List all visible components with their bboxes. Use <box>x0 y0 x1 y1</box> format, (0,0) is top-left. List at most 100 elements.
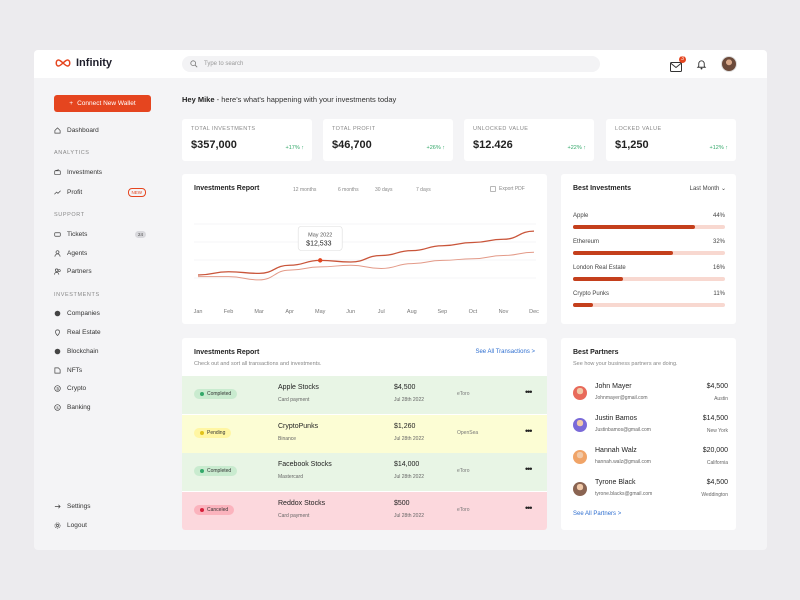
partner-email: Justinbamos@gmail.com <box>595 427 651 433</box>
home-icon <box>54 127 61 134</box>
top-bar: Infinity Type to search 3 <box>34 50 767 78</box>
sidebar-item-settings[interactable]: Settings <box>54 503 146 510</box>
status-dot <box>200 469 204 473</box>
search-bar[interactable]: Type to search <box>182 56 600 72</box>
table-row[interactable]: Completed Facebook Stocks Mastercard $14,00… <box>182 453 547 491</box>
section-investments: INVESTMENTS <box>54 292 100 298</box>
range-7-days[interactable]: 7 days <box>416 187 431 193</box>
partner-email: hannah.walz@gmail.com <box>595 459 651 465</box>
sidebar-item-nfts[interactable]: NFTs <box>54 367 146 374</box>
sidebar-item-blockchain[interactable]: Blockchain <box>54 348 146 355</box>
stat-value: $12.426 <box>473 139 513 151</box>
bar-track <box>573 277 725 281</box>
partner-amount: $4,500 <box>706 479 728 486</box>
more-options-icon[interactable]: ••• <box>525 502 533 513</box>
tooltip-label: May 2022 <box>308 232 332 238</box>
more-options-icon[interactable]: ••• <box>525 464 533 474</box>
period-dropdown[interactable]: Last Month ⌄ <box>689 186 726 192</box>
table-row[interactable]: Canceled Reddox Stocks Card payment $500 Jul… <box>182 491 547 530</box>
x-tick-label: Sep <box>437 309 447 315</box>
status-label: Pending <box>207 429 226 436</box>
transaction-amount: $500 <box>394 499 410 507</box>
sidebar-item-agents[interactable]: Agents <box>54 250 146 257</box>
greeting-text: - here's what's happening with your inve… <box>214 95 397 104</box>
sidebar-item-logout[interactable]: Logout <box>54 522 146 529</box>
partner-item[interactable]: Justin Bamos Justinbamos@gmail.com $14,500… <box>573 415 728 443</box>
logo[interactable]: Infinity <box>54 57 112 69</box>
sidebar-item-profit[interactable]: Profit NEW <box>54 188 146 197</box>
bell-icon[interactable] <box>696 59 707 70</box>
section-analytics: ANALYTICS <box>54 150 90 156</box>
partner-amount: $20,000 <box>702 447 728 454</box>
transaction-date: Jul 28th 2022 <box>394 474 425 480</box>
sidebar-item-investments[interactable]: Investments <box>54 169 146 176</box>
investments-line-chart: Jan Feb Mar Apr May Jun Jul Aug Sep Oct Nov Dec May… <box>194 223 539 315</box>
transaction-title: CryptoPunks <box>278 422 319 430</box>
see-all-transactions-link[interactable]: See All Transactions > <box>475 349 535 355</box>
sidebar-item-label: Dashboard <box>67 127 99 134</box>
status-badge: Completed <box>194 389 238 399</box>
nft-icon <box>54 367 61 374</box>
partner-item[interactable]: Hannah Walz hannah.walz@gmail.com $20,000 C… <box>573 447 728 475</box>
investment-pct: 11% <box>713 291 725 297</box>
settings-icon <box>54 504 61 509</box>
search-input[interactable]: Type to search <box>204 61 244 67</box>
partner-item[interactable]: Tyrone Black tyrone.blacks@gmail.com $4,50… <box>573 479 728 507</box>
best-investments-title: Best Investments <box>573 185 631 192</box>
more-options-icon[interactable]: ••• <box>525 425 533 436</box>
stat-label: TOTAL PROFIT <box>332 126 376 132</box>
range-6-months[interactable]: 6 months <box>338 187 359 193</box>
sidebar-item-tickets[interactable]: Tickets 24 <box>54 231 146 238</box>
document-icon <box>490 186 496 192</box>
investments-report-card: Investments Report Check out and sort al… <box>182 338 547 530</box>
see-all-partners-link[interactable]: See All Partners > <box>573 511 622 517</box>
connect-wallet-button[interactable]: + Connect New Wallet <box>54 95 151 112</box>
partner-name: Tyrone Black <box>595 479 636 486</box>
x-tick-label: Jun <box>346 309 355 315</box>
stat-label: TOTAL INVESTMENTS <box>191 126 256 132</box>
partner-item[interactable]: John Mayer Johnmayer@gmail.com $4,500 Austi… <box>573 383 728 411</box>
sidebar-item-label: Banking <box>67 404 91 411</box>
transaction-amount: $4,500 <box>394 384 416 391</box>
range-30-days[interactable]: 30 days <box>375 187 393 193</box>
status-label: Completed <box>207 391 232 397</box>
export-pdf-button[interactable]: Export PDF <box>490 186 525 192</box>
table-row[interactable]: Completed Apple Stocks Card payment $4,500 J… <box>182 376 547 414</box>
best-investment-row: Apple 44% <box>573 213 725 229</box>
status-dot <box>200 430 204 435</box>
table-row[interactable]: Pending CryptoPunks Binance $1,260 Jul 28th … <box>182 414 547 453</box>
new-badge: NEW <box>127 188 146 197</box>
more-options-icon[interactable]: ••• <box>525 387 533 397</box>
sidebar-item-companies[interactable]: Companies <box>54 310 146 317</box>
investment-name: London Real Estate <box>573 265 626 271</box>
sidebar-item-real-estate[interactable]: Real Estate <box>54 329 146 336</box>
trend-icon <box>54 190 61 195</box>
best-investments-card: Best Investments Last Month ⌄ Apple 44% … <box>561 174 736 324</box>
sidebar-item-partners[interactable]: Partners <box>54 268 146 275</box>
transaction-method: Binance <box>278 435 297 442</box>
range-12-months[interactable]: 12 months <box>293 187 317 193</box>
tooltip-point[interactable] <box>317 258 323 263</box>
sidebar-item-dashboard[interactable]: Dashboard <box>54 127 146 134</box>
sidebar-item-label: Tickets <box>67 231 88 238</box>
sidebar-item-banking[interactable]: $ Banking <box>54 404 146 411</box>
mail-button[interactable]: 3 <box>670 56 686 72</box>
stat-value: $357,000 <box>191 139 237 151</box>
stat-card-total-profit: TOTAL PROFIT $46,700 +26% ↑ <box>323 119 453 161</box>
partner-avatar <box>573 386 587 400</box>
sidebar-item-label: Crypto <box>67 385 87 392</box>
sidebar-item-label: Logout <box>67 522 87 529</box>
tooltip-value: $12,533 <box>306 240 331 247</box>
investments-chart-card: Investments Report 12 months 6 months 30… <box>182 174 547 324</box>
transaction-amount: $1,260 <box>394 422 416 430</box>
stat-label: UNLOCKED VALUE <box>473 126 529 132</box>
transaction-method: Card payment <box>278 512 310 519</box>
sidebar-item-label: Partners <box>67 268 92 275</box>
user-icon <box>54 250 61 257</box>
transaction-date: Jul 28th 2022 <box>394 512 425 519</box>
sidebar-item-crypto[interactable]: ₿ Crypto <box>54 385 146 392</box>
sidebar-item-label: Blockchain <box>67 348 99 355</box>
x-tick-label: Dec <box>529 309 539 315</box>
user-avatar[interactable] <box>721 56 737 72</box>
stat-change: +22% ↑ <box>567 145 587 151</box>
